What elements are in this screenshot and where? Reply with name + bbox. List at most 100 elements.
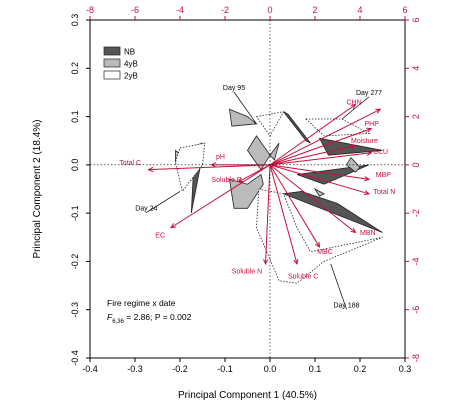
loading-vector-php (269, 127, 373, 166)
x-tick-label: 0.2 (354, 364, 367, 374)
loading-arrowhead-mbp (364, 176, 371, 182)
x2-tick-label: 6 (402, 5, 407, 15)
polygon-2yb-4 (256, 188, 383, 284)
legend: NB 4yB 2yB (103, 46, 138, 81)
loading-line-total-c (148, 164, 271, 171)
date-leader-day-277 (341, 96, 370, 120)
x2-tick-label: -2 (221, 5, 229, 15)
loading-line-mbp (269, 164, 370, 180)
loading-arrowhead-php (366, 127, 373, 133)
x-tick-label: 0.3 (399, 364, 412, 374)
loading-label-php: PHP (365, 121, 380, 128)
date-label-day-188: Day 188 (333, 302, 359, 309)
axes-frame: -0.4 -0.3 -0.2 -0.1 0.0 0.1 0.2 0.3 -0.4 -0.3 -0.2… (70, 5, 421, 374)
annotation-f-label: F (107, 312, 113, 322)
date-labels: Day 95 Day 277 Day 24 Day 188 (135, 85, 382, 310)
polygon-2yb-3 (175, 142, 206, 193)
polygon-nb-1 (283, 111, 311, 144)
y-tick-label: -0.4 (70, 350, 80, 366)
x-tick-label: 0.0 (264, 364, 277, 374)
loading-line-soluble-n (265, 164, 271, 264)
loading-label-glu: GLU (374, 149, 388, 156)
date-leader-day-188 (330, 263, 347, 310)
polygon-nb-5 (283, 190, 383, 233)
x-axis-title: Principal Component 1 (40.5%) (178, 390, 317, 401)
y2-tick-label: 2 (411, 114, 421, 119)
loading-line-php (269, 128, 372, 166)
loading-arrowhead-total-c (147, 166, 154, 173)
loading-label-total-c: Total C (119, 160, 141, 167)
x-tick-label: 0.1 (309, 364, 322, 374)
loading-label-moisture: Moisture (351, 138, 378, 145)
loading-arrowhead-ec (170, 223, 177, 229)
loading-label-mbc: MBC (317, 249, 333, 256)
loading-label-soluble-n: Soluble N (232, 269, 262, 276)
polygon-4yb-7 (313, 187, 325, 197)
y2-tick-label: 4 (411, 66, 421, 71)
loading-label-ph: pH (216, 154, 225, 161)
loading-arrowhead-mbc (315, 241, 321, 248)
x-tick-label: -0.3 (127, 364, 143, 374)
legend-swatch-nb (103, 46, 121, 56)
y-tick-label: 0.1 (70, 110, 80, 123)
loading-label-mbp: MBP (376, 172, 392, 179)
date-label-day-277: Day 277 (356, 90, 382, 97)
polygon-2yb-2 (304, 118, 371, 137)
date-label-day-95: Day 95 (223, 85, 245, 92)
legend-swatch-4yb (103, 58, 121, 68)
loading-arrowhead-soluble-p (237, 177, 244, 183)
annotation: Fire regime x date F6,36 = 2.86; P = 0.0… (107, 298, 192, 325)
y2-tick-label: -8 (411, 354, 421, 362)
plot-border (89, 19, 406, 359)
loading-vector-mbn (269, 164, 357, 234)
y-tick-label: -0.2 (70, 254, 80, 270)
loading-arrowhead-day-277 (375, 108, 382, 114)
loading-vector-glu (269, 150, 373, 166)
loading-vector-soluble-n (263, 164, 271, 265)
polygon-4yb-4 (229, 173, 264, 209)
loading-arrowhead-chn (350, 103, 357, 110)
y-tick-label: 0.0 (70, 159, 80, 172)
loading-arrowhead-moisture (350, 143, 357, 150)
loading-arrowhead-mbn (350, 227, 357, 234)
x2-tick-label: -8 (86, 5, 94, 15)
x-tick-label: -0.4 (82, 364, 98, 374)
annotation-f-value: = 2.86; P = 0.002 (124, 312, 192, 322)
x2-tick-label: -4 (176, 5, 184, 15)
loading-arrowhead-total-n (363, 190, 371, 196)
date-label-day-24: Day 24 (135, 206, 157, 213)
loading-arrowhead-soluble-c (293, 258, 299, 265)
loading-line-glu (269, 152, 372, 166)
y-tick-label: 0.2 (70, 62, 80, 75)
polygon-4yb-3 (269, 142, 280, 161)
y-tick-label: -0.3 (70, 302, 80, 318)
loading-line-mbn (269, 164, 356, 233)
loading-label-soluble-c: Soluble C (288, 273, 318, 280)
loading-vector-moisture (269, 143, 357, 166)
loading-label-mbn: MBN (360, 230, 376, 237)
legend-label-nb: NB (124, 48, 135, 57)
annotation-line-2: F6,36 = 2.86; P = 0.002 (107, 312, 192, 325)
loading-vectors (147, 103, 382, 265)
loading-vector-soluble-c (269, 164, 299, 265)
x-tick-label: -0.1 (217, 364, 233, 374)
loading-line-total-n (269, 164, 370, 195)
loading-vector-ec (170, 164, 271, 229)
ordination-polygons (175, 108, 383, 284)
loading-line-soluble-c (269, 164, 298, 264)
loading-vector-day-277 (269, 108, 382, 166)
loading-line-day-277 (269, 108, 381, 166)
loading-vector-total-n (269, 164, 371, 196)
y2-tick-label: -2 (411, 209, 421, 217)
x-tick-label: -0.2 (172, 364, 188, 374)
legend-swatch-2yb (103, 70, 121, 80)
loading-label-chn: CHN (347, 100, 362, 107)
loading-vector-chn (269, 103, 357, 166)
loading-line-chn (269, 104, 356, 166)
loading-arrowhead-ph (210, 162, 217, 168)
y2-tick-label: 0 (411, 162, 421, 167)
loading-label-ec: EC (155, 232, 165, 239)
loading-arrowhead-soluble-n (263, 259, 269, 265)
x2-tick-label: 0 (267, 5, 272, 15)
y2-tick-label: -6 (411, 306, 421, 314)
